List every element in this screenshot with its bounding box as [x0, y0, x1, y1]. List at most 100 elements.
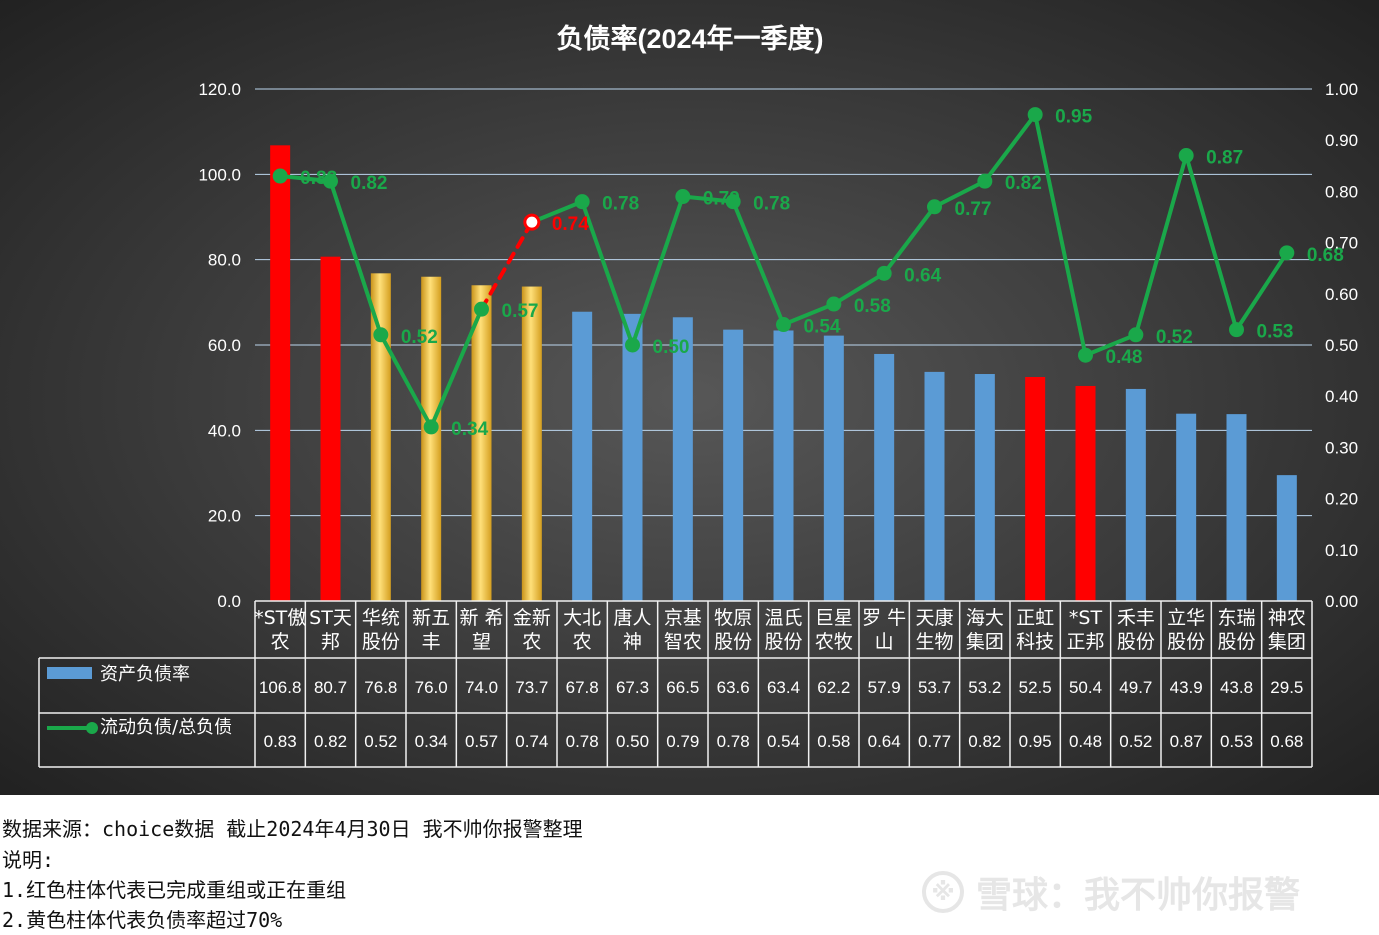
- table-value-line: 0.53: [1220, 732, 1253, 751]
- y-right-tick-label: 0.60: [1325, 285, 1358, 304]
- line-segment: [831, 271, 887, 307]
- line-segment: [378, 332, 434, 429]
- category-label: 山: [875, 631, 894, 653]
- line-segment: [630, 194, 685, 347]
- line-point: [776, 317, 791, 333]
- category-label: 农: [522, 631, 541, 653]
- category-label: 立华: [1167, 607, 1205, 629]
- y-right-tick-label: 0.70: [1325, 234, 1358, 253]
- point-data-label: 0.52: [1156, 327, 1193, 348]
- table-value-bar: 63.4: [767, 678, 800, 697]
- line-point: [1078, 347, 1093, 363]
- line-point: [876, 265, 892, 281]
- category-label: 丰: [422, 631, 441, 653]
- point-data-label: 0.58: [854, 296, 891, 317]
- category-label: 海大: [966, 607, 1004, 629]
- table-value-bar: 50.4: [1069, 678, 1102, 697]
- table-value-bar: 106.8: [259, 678, 302, 697]
- table-value-bar: 53.2: [968, 678, 1001, 697]
- line-point: [1128, 327, 1144, 343]
- y-right-tick-label: 0.30: [1325, 438, 1358, 457]
- table-value-line: 0.64: [868, 732, 901, 751]
- category-label: 巨星: [815, 607, 853, 629]
- table-value-bar: 62.2: [817, 678, 850, 697]
- bar: [723, 329, 744, 601]
- line-segment: [882, 204, 937, 276]
- y-left-tick-label: 0.0: [217, 592, 241, 611]
- y-right-tick-label: 0.80: [1325, 182, 1358, 201]
- category-label: 神农: [1268, 607, 1306, 629]
- table-value-bar: 43.8: [1220, 678, 1253, 697]
- line-point: [826, 296, 842, 312]
- bar: [1075, 385, 1096, 601]
- line-segment: [932, 179, 987, 209]
- category-label: 新五: [412, 607, 450, 629]
- table-value-bar: 29.5: [1270, 678, 1303, 697]
- y-left-tick-label: 60.0: [208, 336, 241, 355]
- legend-label-bar: 资产负债率: [100, 664, 190, 685]
- table-value-bar: 67.8: [566, 678, 599, 697]
- category-label: 邦: [321, 631, 340, 653]
- table-value-bar: 66.5: [666, 678, 699, 697]
- bar: [622, 313, 643, 601]
- bar: [1125, 388, 1146, 601]
- data-source-note: 数据来源：choice数据 截止2024年4月30日 我不帅你报警整理: [2, 817, 583, 841]
- table-value-line: 0.78: [566, 732, 599, 751]
- watermark-text: 雪球：我不帅你报警: [976, 875, 1301, 916]
- point-data-label: 0.53: [1257, 322, 1294, 343]
- line-point: [272, 168, 288, 184]
- table-value-bar: 73.7: [515, 678, 548, 697]
- point-data-label: 0.68: [1307, 245, 1344, 266]
- table-value-line: 0.34: [415, 732, 448, 751]
- table-value-line: 0.77: [918, 732, 951, 751]
- line-segment: [580, 199, 635, 347]
- point-data-label: 0.34: [451, 419, 488, 440]
- point-data-label: 0.54: [804, 317, 841, 338]
- line-point: [373, 327, 389, 343]
- point-data-label: 0.74: [552, 214, 589, 235]
- point-data-label: 0.57: [502, 301, 539, 322]
- category-label: *ST傲: [254, 607, 306, 629]
- line-segment: [982, 112, 1038, 184]
- bar: [823, 335, 844, 601]
- explain-item-1: 1.红色柱体代表已完成重组或正在重组: [2, 878, 347, 902]
- category-label: 京基: [664, 607, 702, 629]
- table-value-line: 0.87: [1170, 732, 1203, 751]
- bar: [874, 353, 895, 601]
- chart-title: 负债率(2024年一季度): [556, 23, 823, 54]
- category-label: 集团: [1268, 631, 1306, 653]
- y-left-tick-label: 40.0: [208, 421, 241, 440]
- category-label: 集团: [966, 631, 1004, 653]
- table-value-line: 0.82: [968, 732, 1001, 751]
- bar: [370, 273, 391, 601]
- category-label: 农: [573, 631, 592, 653]
- line-point: [625, 337, 640, 353]
- line-point: [1229, 322, 1244, 338]
- category-label: 唐人: [613, 607, 651, 629]
- table-value-bar: 57.9: [868, 678, 901, 697]
- line-point: [977, 173, 993, 189]
- y-left-tick-label: 120.0: [198, 80, 241, 99]
- bar: [1276, 475, 1297, 601]
- category-label: 股份: [1217, 631, 1255, 653]
- table-value-bar: 63.6: [717, 678, 750, 697]
- bar: [974, 374, 995, 601]
- watermark: ※ 雪球：我不帅你报警: [922, 862, 1362, 922]
- category-label: *ST: [1069, 607, 1103, 629]
- legend-swatch-bar: [47, 667, 92, 679]
- y-left-tick-label: 20.0: [208, 507, 241, 526]
- line-point: [1279, 245, 1295, 261]
- line-segment: [1234, 250, 1289, 332]
- legend-label-line: 流动负债/总负债: [100, 717, 232, 738]
- category-label: 股份: [1117, 631, 1155, 653]
- table-value-line: 0.48: [1069, 732, 1102, 751]
- point-data-label: 0.82: [351, 173, 388, 194]
- table-value-line: 0.79: [666, 732, 699, 751]
- category-label: ST天: [309, 607, 352, 629]
- table-value-bar: 76.0: [415, 678, 448, 697]
- line-point: [927, 199, 942, 215]
- line-point: [423, 419, 439, 435]
- category-label: 农牧: [815, 631, 853, 653]
- table-value-line: 0.95: [1019, 732, 1052, 751]
- bar: [421, 276, 442, 601]
